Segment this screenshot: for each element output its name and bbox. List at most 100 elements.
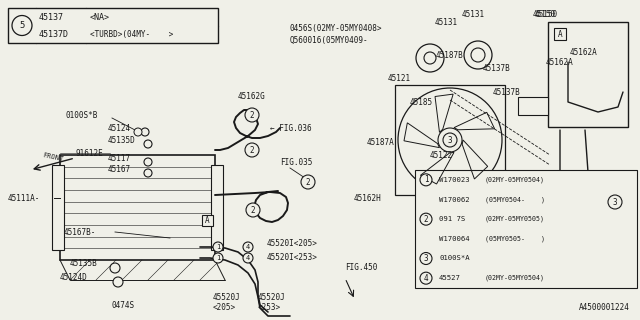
- Text: 0456S(02MY-05MY0408>: 0456S(02MY-05MY0408>: [290, 23, 383, 33]
- Bar: [8, 8, 218, 43]
- Text: 091 7S: 091 7S: [439, 216, 465, 222]
- Circle shape: [243, 253, 253, 263]
- Circle shape: [438, 128, 462, 152]
- Text: 45167: 45167: [108, 164, 131, 173]
- Text: 0100S*B: 0100S*B: [65, 110, 97, 119]
- Text: <NA>: <NA>: [90, 13, 110, 22]
- Text: 3: 3: [448, 135, 452, 145]
- Text: Q560016(05MY0409-: Q560016(05MY0409-: [290, 36, 369, 44]
- Text: A4500001224: A4500001224: [579, 303, 630, 312]
- Circle shape: [443, 133, 457, 147]
- Text: 45131: 45131: [462, 10, 485, 19]
- Circle shape: [608, 195, 622, 209]
- Text: 2: 2: [250, 110, 254, 119]
- Circle shape: [113, 277, 123, 287]
- Bar: [202, 215, 212, 226]
- Text: 45135D: 45135D: [108, 135, 136, 145]
- Circle shape: [134, 128, 142, 136]
- Circle shape: [301, 175, 315, 189]
- Circle shape: [420, 174, 432, 186]
- Circle shape: [416, 44, 444, 72]
- Text: 3: 3: [424, 254, 428, 263]
- Text: 45520I<253>: 45520I<253>: [267, 252, 318, 261]
- Text: 45187B: 45187B: [436, 51, 464, 60]
- Bar: [518, 97, 548, 115]
- Bar: [211, 165, 223, 250]
- Text: 45137B: 45137B: [483, 63, 511, 73]
- Circle shape: [213, 242, 223, 252]
- Circle shape: [243, 242, 253, 252]
- Text: FRONT: FRONT: [42, 152, 64, 162]
- Text: FIG.450: FIG.450: [345, 263, 378, 273]
- Text: 45162H: 45162H: [354, 194, 381, 203]
- Text: 45520I<205>: 45520I<205>: [267, 238, 318, 247]
- Text: 45527: 45527: [439, 275, 461, 281]
- Text: 2: 2: [424, 215, 428, 224]
- Text: 45124: 45124: [108, 124, 131, 132]
- Text: (05MY0504-    ): (05MY0504- ): [485, 196, 545, 203]
- Text: 4: 4: [424, 274, 428, 283]
- Text: <253>: <253>: [258, 302, 281, 311]
- Text: W170062: W170062: [439, 196, 470, 203]
- Text: <TURBD>(04MY-    >: <TURBD>(04MY- >: [90, 30, 173, 39]
- Text: <205>: <205>: [213, 302, 236, 311]
- Text: 45150: 45150: [535, 10, 558, 19]
- Text: 45162G: 45162G: [238, 92, 266, 100]
- Circle shape: [424, 52, 436, 64]
- Text: 45162A: 45162A: [570, 47, 598, 57]
- Text: (05MY0505-    ): (05MY0505- ): [485, 236, 545, 242]
- Text: 3: 3: [612, 197, 618, 206]
- Text: (02MY-05MY0504): (02MY-05MY0504): [485, 177, 545, 183]
- Text: 1: 1: [216, 244, 220, 250]
- Text: (02MY-05MY0505): (02MY-05MY0505): [485, 216, 545, 222]
- Text: W170023: W170023: [439, 177, 470, 183]
- Text: 45187A: 45187A: [367, 138, 395, 147]
- Text: 1: 1: [424, 175, 428, 184]
- Text: 45185: 45185: [410, 98, 433, 107]
- Circle shape: [420, 213, 432, 225]
- Text: 0474S: 0474S: [112, 300, 135, 309]
- Text: A: A: [205, 216, 209, 225]
- Text: 45137: 45137: [39, 13, 64, 22]
- Text: 45520J: 45520J: [213, 293, 241, 302]
- Text: 45162A: 45162A: [546, 58, 573, 67]
- Text: 45124D: 45124D: [60, 274, 88, 283]
- Text: 1: 1: [216, 255, 220, 261]
- Text: A: A: [557, 29, 563, 38]
- Text: 45131: 45131: [435, 18, 458, 27]
- Circle shape: [144, 158, 152, 166]
- Text: FIG.035: FIG.035: [280, 157, 312, 166]
- Text: 45111A-: 45111A-: [8, 194, 40, 203]
- Text: (02MY-05MY0504): (02MY-05MY0504): [485, 275, 545, 281]
- Circle shape: [144, 169, 152, 177]
- Text: 45122: 45122: [430, 150, 453, 159]
- Text: 45137D: 45137D: [39, 30, 69, 39]
- Circle shape: [245, 108, 259, 122]
- Circle shape: [420, 272, 432, 284]
- Text: 2: 2: [250, 146, 254, 155]
- Text: 2: 2: [251, 205, 255, 214]
- Text: ← FIG.036: ← FIG.036: [270, 124, 312, 132]
- Text: 45121: 45121: [388, 74, 411, 83]
- Circle shape: [144, 140, 152, 148]
- Circle shape: [471, 48, 485, 62]
- Circle shape: [213, 253, 223, 263]
- Text: 4: 4: [246, 255, 250, 261]
- Text: 5: 5: [19, 21, 25, 30]
- Bar: [548, 22, 628, 127]
- Text: 2: 2: [306, 178, 310, 187]
- Text: 45150: 45150: [533, 10, 556, 19]
- Bar: [554, 28, 566, 40]
- Text: 45135B: 45135B: [70, 259, 98, 268]
- Bar: [395, 85, 505, 195]
- Circle shape: [464, 41, 492, 69]
- Bar: [52, 165, 64, 250]
- Circle shape: [110, 263, 120, 273]
- Text: 45167B-: 45167B-: [64, 228, 97, 236]
- Text: W170064: W170064: [439, 236, 470, 242]
- Circle shape: [245, 143, 259, 157]
- Text: 91612E: 91612E: [76, 148, 104, 157]
- Text: 45137B: 45137B: [493, 87, 521, 97]
- Text: 0100S*A: 0100S*A: [439, 255, 470, 261]
- Text: 45520J: 45520J: [258, 293, 285, 302]
